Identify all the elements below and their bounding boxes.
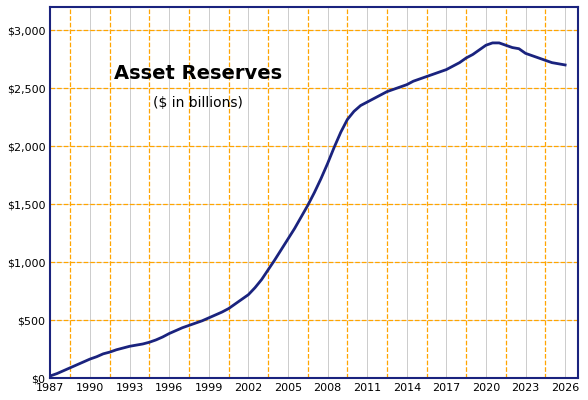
Text: ($ in billions): ($ in billions) xyxy=(153,96,243,110)
Text: Asset Reserves: Asset Reserves xyxy=(114,64,282,83)
